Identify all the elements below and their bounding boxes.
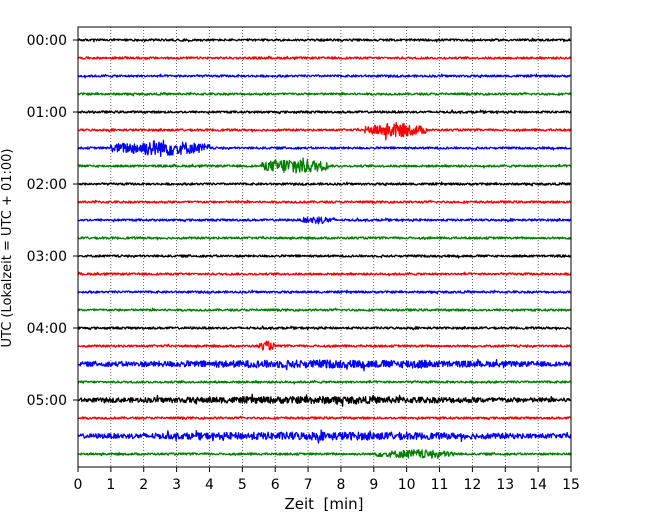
trace-row-21 bbox=[77, 415, 572, 421]
x-axis-label: Zeit [min] bbox=[284, 495, 363, 513]
x-tick-label: 4 bbox=[205, 477, 214, 493]
trace-row-10 bbox=[77, 216, 572, 225]
trace-row-23 bbox=[77, 449, 572, 459]
x-tick-label: 9 bbox=[369, 477, 378, 493]
trace-row-7 bbox=[77, 157, 572, 174]
x-tick-label: 5 bbox=[238, 477, 247, 493]
trace-row-8 bbox=[77, 181, 572, 187]
grid-lines bbox=[110, 27, 539, 467]
trace-row-4 bbox=[77, 109, 572, 115]
y-axis-ticks: 00:00 01:00 02:00 03:00 04:00 05:00 bbox=[27, 33, 78, 409]
trace-row-16 bbox=[77, 325, 572, 331]
x-tick-label: 14 bbox=[529, 477, 547, 493]
x-tick-label: 10 bbox=[398, 477, 416, 493]
trace-row-1 bbox=[77, 55, 572, 61]
trace-row-11 bbox=[77, 235, 572, 241]
x-tick-label: 3 bbox=[172, 477, 181, 493]
x-tick-label: 15 bbox=[562, 477, 580, 493]
trace-row-3 bbox=[77, 91, 572, 97]
x-axis-ticks: 0 1 2 3 4 5 6 7 8 9 10 11 12 13 14 15 bbox=[74, 467, 580, 493]
trace-row-20 bbox=[77, 393, 572, 407]
x-tick-label: 12 bbox=[463, 477, 481, 493]
x-tick-label: 1 bbox=[106, 477, 115, 493]
x-tick-label: 11 bbox=[431, 477, 449, 493]
y-tick-label: 03:00 bbox=[27, 249, 67, 265]
trace-row-5 bbox=[77, 121, 572, 141]
x-tick-label: 7 bbox=[304, 477, 313, 493]
trace-row-15 bbox=[77, 307, 572, 313]
trace-row-14 bbox=[77, 289, 572, 295]
trace-row-2 bbox=[77, 73, 572, 79]
y-tick-label: 00:00 bbox=[27, 33, 67, 49]
trace-row-0 bbox=[77, 37, 572, 43]
trace-row-19 bbox=[77, 379, 572, 385]
trace-row-6 bbox=[77, 139, 572, 157]
x-tick-label: 6 bbox=[271, 477, 280, 493]
plot-frame bbox=[77, 26, 572, 468]
x-tick-label: 2 bbox=[139, 477, 148, 493]
y-axis-label: UTC (Lokalzeit = UTC + 01:00) bbox=[0, 149, 15, 348]
y-tick-label: 04:00 bbox=[27, 321, 67, 337]
trace-row-18 bbox=[77, 358, 572, 372]
x-tick-label: 0 bbox=[74, 477, 83, 493]
trace-row-22 bbox=[77, 429, 572, 444]
trace-row-13 bbox=[77, 271, 572, 277]
trace-row-17 bbox=[77, 340, 572, 351]
y-tick-label: 05:00 bbox=[27, 393, 67, 409]
x-tick-label: 8 bbox=[336, 477, 345, 493]
trace-lines bbox=[77, 37, 572, 459]
y-tick-label: 01:00 bbox=[27, 105, 67, 121]
trace-row-12 bbox=[77, 254, 572, 259]
x-tick-label: 13 bbox=[496, 477, 514, 493]
trace-row-9 bbox=[77, 199, 572, 204]
y-tick-label: 02:00 bbox=[27, 177, 67, 193]
